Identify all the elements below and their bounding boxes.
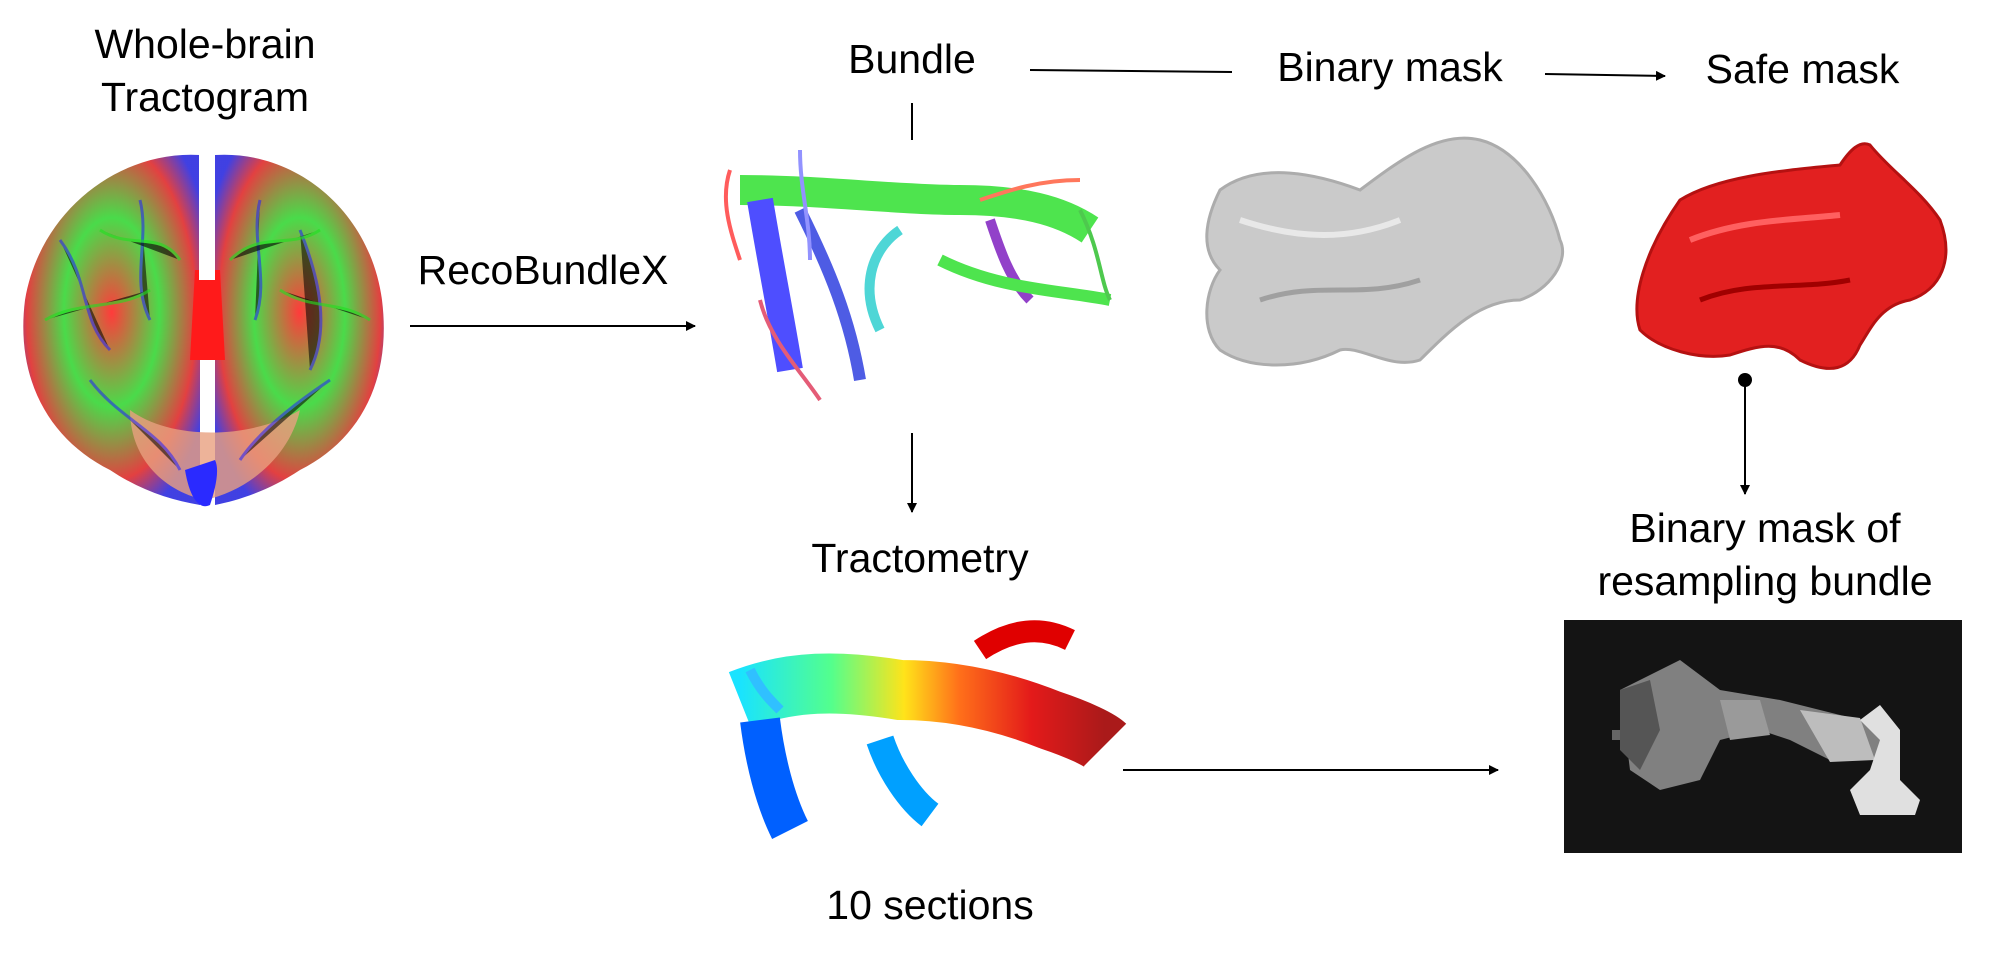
bundle-image: [723, 149, 1112, 402]
binary-mask-image: [1205, 136, 1565, 367]
tractometry-label: Tractometry: [811, 535, 1029, 581]
whole-brain-label-line2: Tractogram: [100, 74, 310, 120]
resampling-label-line1: Binary mask of: [1629, 505, 1901, 551]
whole-brain-tractogram-image: [23, 150, 384, 507]
safe-mask-image: [1635, 142, 1948, 370]
whole-brain-tractogram-label: Whole-brain Tractogram: [60, 18, 350, 124]
bundle-label: Bundle: [848, 36, 976, 82]
arrow-binary-to-safe: [1544, 70, 1666, 81]
resampling-bundle-label: Binary mask of resampling bundle: [1560, 502, 1970, 608]
whole-brain-label-line1: Whole-brain: [94, 21, 316, 67]
resampling-bundle-mask-image: [1564, 620, 1962, 853]
connector-bundle-to-binary: [1029, 69, 1233, 73]
arrows: [410, 69, 1752, 775]
safe-mask-label: Safe mask: [1705, 46, 1900, 92]
sections-label: 10 sections: [826, 882, 1034, 928]
tractometry-image: [728, 620, 1127, 839]
binary-mask-label: Binary mask: [1277, 44, 1503, 90]
resampling-label-line2: resampling bundle: [1597, 558, 1933, 604]
recobundlex-label: RecoBundleX: [417, 247, 669, 293]
